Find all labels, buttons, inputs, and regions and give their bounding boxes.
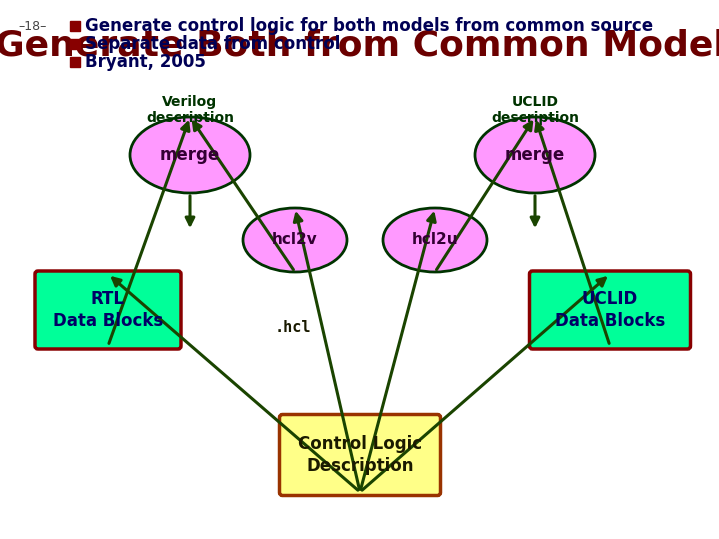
Text: Generate Both from Common Model: Generate Both from Common Model — [0, 28, 719, 62]
FancyBboxPatch shape — [35, 271, 181, 349]
Text: Control Logic
Description: Control Logic Description — [298, 435, 422, 475]
Text: merge: merge — [160, 146, 220, 164]
Text: RTL
Data Blocks: RTL Data Blocks — [53, 290, 163, 330]
Text: Generate control logic for both models from common source: Generate control logic for both models f… — [85, 17, 653, 35]
Text: hcl2v: hcl2v — [272, 232, 318, 247]
Text: UCLID
Data Blocks: UCLID Data Blocks — [555, 290, 665, 330]
Ellipse shape — [475, 117, 595, 193]
Text: Separate data from control: Separate data from control — [85, 35, 340, 53]
Text: hcl2u: hcl2u — [412, 232, 458, 247]
Ellipse shape — [243, 208, 347, 272]
Ellipse shape — [130, 117, 250, 193]
FancyBboxPatch shape — [70, 57, 80, 67]
Text: UCLID
description: UCLID description — [491, 95, 579, 125]
Ellipse shape — [383, 208, 487, 272]
Text: –18–: –18– — [18, 19, 46, 32]
Text: merge: merge — [505, 146, 565, 164]
Text: .hcl: .hcl — [275, 320, 311, 335]
FancyBboxPatch shape — [70, 21, 80, 31]
FancyBboxPatch shape — [280, 414, 441, 495]
Text: Verilog
description: Verilog description — [146, 95, 234, 125]
FancyBboxPatch shape — [529, 271, 690, 349]
Text: Bryant, 2005: Bryant, 2005 — [85, 53, 206, 71]
FancyBboxPatch shape — [70, 39, 80, 49]
